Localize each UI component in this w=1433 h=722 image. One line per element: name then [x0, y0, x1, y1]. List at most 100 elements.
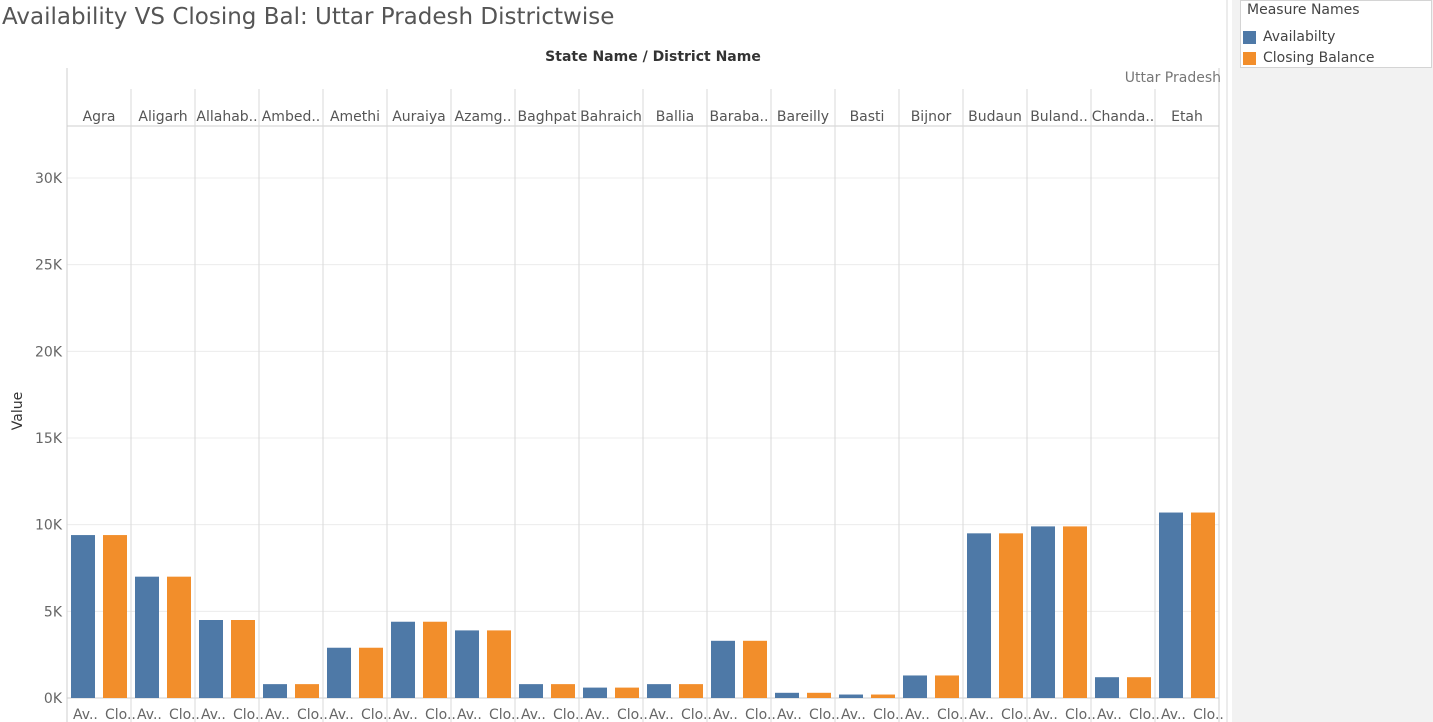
- district-label: Bahraich: [580, 109, 642, 125]
- bar-closing-balance: [551, 684, 575, 698]
- category-tick-label: Clo..: [489, 707, 520, 722]
- category-tick-label: Av..: [521, 707, 546, 722]
- category-tick-label: Clo..: [1001, 707, 1032, 722]
- legend: Measure Names Availabilty Closing Balanc…: [1240, 0, 1432, 68]
- bar-closing-balance: [231, 620, 255, 698]
- category-tick-label: Av..: [137, 707, 162, 722]
- bar-availability: [263, 684, 287, 698]
- category-tick-label: Av..: [73, 707, 98, 722]
- district-label: Allahab..: [196, 109, 257, 125]
- legend-panel: [1232, 0, 1433, 722]
- legend-label-closing-balance: Closing Balance: [1263, 50, 1375, 66]
- chart-title: Availability VS Closing Bal: Uttar Prade…: [2, 4, 615, 30]
- state-header-label: Uttar Pradesh: [1125, 70, 1221, 86]
- district-label: Etah: [1171, 109, 1203, 125]
- category-tick-label: Av..: [1033, 707, 1058, 722]
- category-tick-label: Av..: [905, 707, 930, 722]
- bar-availability: [391, 621, 415, 698]
- district-label: Agra: [83, 109, 116, 125]
- district-label: Amethi: [330, 109, 380, 125]
- bar-availability: [1031, 526, 1055, 698]
- bar-availability: [647, 684, 671, 698]
- district-label: Chanda..: [1092, 109, 1154, 125]
- y-tick-label: 15K: [35, 431, 63, 447]
- category-tick-label: Clo..: [937, 707, 968, 722]
- bar-availability: [839, 694, 863, 698]
- district-label: Buland..: [1030, 109, 1088, 125]
- category-tick-label: Clo..: [1129, 707, 1160, 722]
- bar-closing-balance: [487, 630, 511, 698]
- y-tick-label: 20K: [35, 344, 63, 360]
- bar-availability: [199, 620, 223, 698]
- y-axis-label: Value: [10, 392, 26, 430]
- bar-availability: [327, 647, 351, 698]
- y-tick-label: 30K: [35, 171, 63, 187]
- category-tick-label: Clo..: [169, 707, 200, 722]
- bar-closing-balance: [935, 675, 959, 698]
- y-tick-label: 25K: [35, 258, 63, 274]
- legend-swatch-availability: [1243, 30, 1256, 44]
- bar-closing-balance: [871, 694, 895, 698]
- legend-item-closing-balance[interactable]: Closing Balance: [1243, 49, 1374, 67]
- bar-closing-balance: [1127, 677, 1151, 698]
- district-label: Azamg..: [455, 109, 512, 125]
- category-tick-label: Clo..: [361, 707, 392, 722]
- district-label: Baghpat: [518, 109, 577, 125]
- legend-swatch-closing-balance: [1243, 51, 1256, 65]
- category-tick-label: Av..: [265, 707, 290, 722]
- bar-closing-balance: [1063, 526, 1087, 698]
- category-tick-label: Clo..: [745, 707, 776, 722]
- y-tick-label: 0K: [44, 691, 63, 707]
- category-tick-label: Av..: [713, 707, 738, 722]
- district-label: Bareilly: [777, 109, 829, 125]
- district-label: Baraba..: [710, 109, 769, 125]
- legend-label-availability: Availabilty: [1263, 29, 1336, 45]
- district-label: Auraiya: [392, 109, 446, 125]
- bar-chart: 0K 5K 10K 15K 20K 25K 30K State Name / District…: [10, 0, 1228, 722]
- category-tick-label: Clo..: [425, 707, 456, 722]
- bar-closing-balance: [167, 576, 191, 698]
- category-tick-label: Av..: [457, 707, 482, 722]
- category-tick-label: Av..: [329, 707, 354, 722]
- category-tick-label: Clo..: [1065, 707, 1096, 722]
- district-label: Bijnor: [911, 109, 952, 125]
- bar-closing-balance: [999, 533, 1023, 698]
- bar-closing-balance: [295, 684, 319, 698]
- legend-item-availability[interactable]: Availabilty: [1243, 28, 1335, 46]
- category-tick-label: Clo..: [1193, 707, 1224, 722]
- category-tick-label: Av..: [841, 707, 866, 722]
- bar-availability: [1159, 512, 1183, 698]
- y-tick-label: 10K: [35, 518, 63, 534]
- bar-availability: [1095, 677, 1119, 698]
- category-tick-label: Clo..: [233, 707, 264, 722]
- bar-availability: [903, 675, 927, 698]
- district-label: Budaun: [968, 109, 1022, 125]
- bar-availability: [967, 533, 991, 698]
- category-tick-label: Av..: [585, 707, 610, 722]
- bar-closing-balance: [615, 687, 639, 698]
- district-label: Basti: [850, 109, 885, 125]
- column-dividers: [66, 0, 1228, 722]
- category-tick-label: Clo..: [297, 707, 328, 722]
- bar-closing-balance: [743, 640, 767, 698]
- column-header-title: State Name / District Name: [545, 49, 761, 65]
- category-tick-label: Clo..: [553, 707, 584, 722]
- bar-closing-balance: [1191, 512, 1215, 698]
- bars: [71, 512, 1215, 698]
- district-label: Ambed..: [262, 109, 321, 125]
- category-tick-label: Av..: [201, 707, 226, 722]
- bar-closing-balance: [423, 621, 447, 698]
- bar-availability: [455, 630, 479, 698]
- category-tick-label: Clo..: [617, 707, 648, 722]
- category-tick-label: Av..: [1097, 707, 1122, 722]
- category-tick-label: Av..: [649, 707, 674, 722]
- y-tick-label: 5K: [44, 604, 63, 620]
- bar-availability: [71, 535, 95, 698]
- category-tick-label: Av..: [969, 707, 994, 722]
- category-tick-label: Av..: [393, 707, 418, 722]
- bar-availability: [583, 687, 607, 698]
- bar-closing-balance: [807, 692, 831, 698]
- bar-availability: [519, 684, 543, 698]
- bar-closing-balance: [359, 647, 383, 698]
- labels: 0K 5K 10K 15K 20K 25K 30K State Name / District…: [10, 49, 1224, 722]
